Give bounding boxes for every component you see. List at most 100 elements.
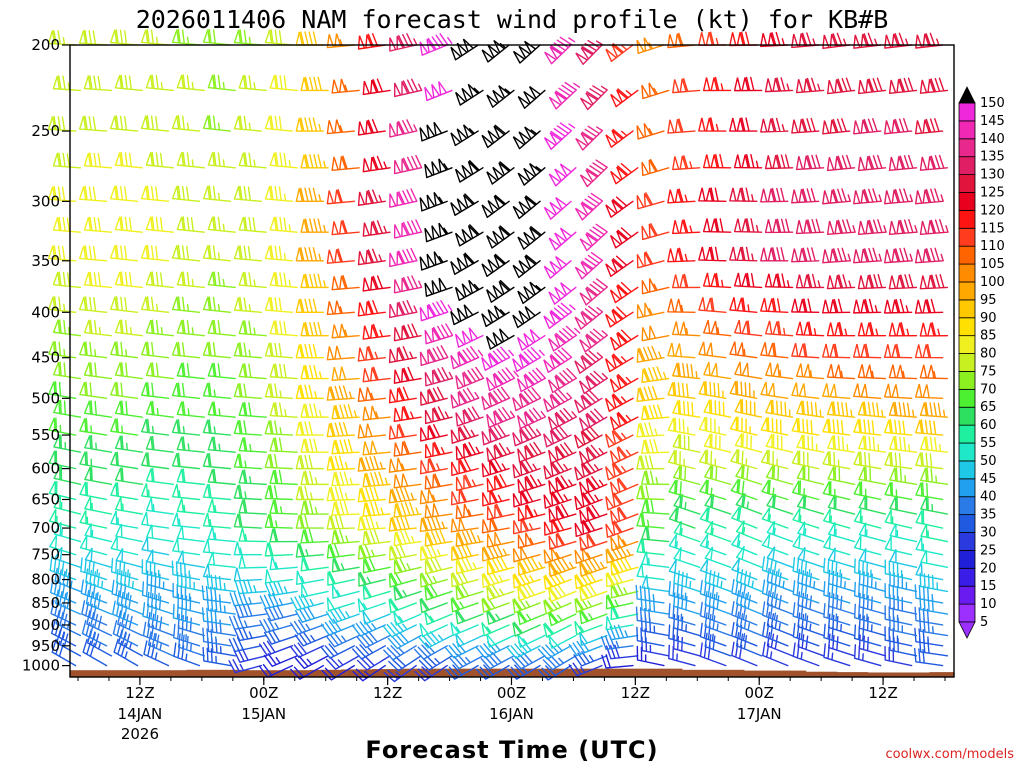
wind-barb	[858, 548, 887, 569]
wind-barb-stroke	[444, 641, 479, 659]
colorbar-label: 95	[980, 293, 997, 308]
wind-barb-stroke	[47, 115, 77, 132]
wind-barb-stroke	[548, 557, 577, 577]
wind-barb-stroke	[482, 489, 510, 507]
wind-barb-stroke	[797, 632, 825, 657]
wind-barb	[419, 597, 448, 614]
wind-barb-stroke	[79, 535, 108, 556]
wind-barb	[486, 225, 515, 249]
wind-barb	[294, 606, 329, 623]
wind-barb	[300, 321, 329, 337]
wind-barb-stroke	[388, 346, 417, 364]
wind-barb-stroke	[605, 624, 639, 641]
wind-barb-stroke	[698, 246, 727, 262]
wind-barb	[699, 507, 727, 529]
wind-barb	[455, 474, 484, 491]
wind-barb-stroke	[796, 434, 825, 453]
wind-barb	[233, 296, 263, 313]
wind-barb	[574, 620, 603, 636]
wind-barb	[238, 320, 267, 337]
wind-barb	[636, 123, 665, 140]
wind-barb-stroke	[823, 623, 851, 647]
wind-barb-stroke	[326, 345, 355, 361]
wind-barb-stroke	[300, 438, 329, 453]
wind-barb	[141, 581, 170, 604]
wind-barb	[486, 473, 515, 493]
wind-barb	[295, 514, 325, 529]
terrain-segment	[929, 672, 955, 677]
wind-barb	[858, 522, 887, 543]
wind-barb-stroke	[110, 418, 139, 436]
wind-barb-stroke	[295, 454, 325, 470]
wind-barb-stroke	[516, 407, 547, 430]
wind-barb	[486, 442, 515, 462]
wind-barb	[383, 645, 417, 661]
wind-barb-stroke	[609, 281, 639, 304]
wind-barb	[609, 506, 639, 525]
wind-barb	[53, 522, 82, 543]
wind-barb	[141, 559, 170, 581]
wind-barb-stroke	[641, 366, 670, 383]
wind-barb-stroke	[667, 381, 696, 400]
wind-barb	[393, 275, 423, 294]
wind-barb	[826, 364, 856, 380]
wind-barb	[791, 480, 820, 501]
wind-barb	[388, 487, 417, 504]
wind-barb-stroke	[889, 523, 918, 543]
wind-barb-stroke	[698, 297, 727, 313]
wind-barb-stroke	[454, 159, 484, 183]
wind-barb-stroke	[228, 614, 263, 630]
wind-barb-stroke	[172, 582, 201, 604]
wind-barb	[326, 189, 355, 205]
wind-barb	[140, 452, 170, 470]
wind-barb	[450, 458, 479, 477]
wind-barb-stroke	[357, 386, 386, 403]
colorbar-swatch	[958, 532, 976, 551]
wind-barb	[888, 77, 918, 95]
wind-barb-stroke	[822, 383, 851, 400]
wind-barb-stroke	[455, 557, 484, 575]
wind-barb-stroke	[424, 367, 454, 387]
colorbar-swatch	[958, 585, 976, 605]
wind-barb-stroke	[207, 319, 236, 337]
wind-barb-stroke	[543, 347, 573, 373]
wind-barb-stroke	[543, 196, 572, 220]
wind-barb-stroke	[543, 122, 576, 150]
wind-barb-stroke	[357, 119, 386, 136]
wind-barb	[362, 78, 391, 96]
wind-barb-stroke	[601, 654, 634, 669]
wind-barb-stroke	[609, 411, 639, 431]
wind-barb-stroke	[145, 271, 174, 289]
wind-barb	[795, 154, 825, 171]
wind-barb-stroke	[393, 405, 422, 423]
wind-barb	[202, 382, 232, 400]
wind-barb	[761, 556, 789, 581]
wind-barb	[703, 399, 732, 418]
wind-barb-stroke	[145, 497, 174, 515]
wind-barb	[761, 533, 789, 556]
colorbar-label: 120	[980, 203, 1005, 218]
wind-barb-stroke	[79, 417, 108, 436]
wind-barb-stroke	[853, 603, 882, 626]
y-tick-label: 750	[31, 546, 60, 564]
wind-barb-stroke	[857, 364, 887, 380]
y-tick-label: 950	[31, 637, 60, 655]
wind-barb	[145, 271, 174, 289]
terrain-segment	[70, 670, 95, 677]
wind-barb-stroke	[140, 382, 170, 400]
source-credit[interactable]: coolwx.com/models	[885, 747, 1014, 762]
wind-barb	[486, 531, 515, 548]
wind-barb-stroke	[760, 449, 789, 470]
wind-barb	[574, 518, 603, 538]
wind-barb	[517, 610, 546, 626]
wind-barb	[202, 244, 232, 262]
wind-barb-stroke	[146, 591, 174, 615]
wind-barb	[362, 275, 391, 292]
wind-barb	[424, 441, 453, 459]
wind-barb	[761, 579, 789, 604]
wind-barb	[264, 245, 294, 262]
wind-barb-stroke	[228, 659, 263, 674]
wind-barb-stroke	[578, 444, 608, 466]
wind-barb	[419, 622, 448, 638]
wind-barb	[823, 535, 851, 556]
